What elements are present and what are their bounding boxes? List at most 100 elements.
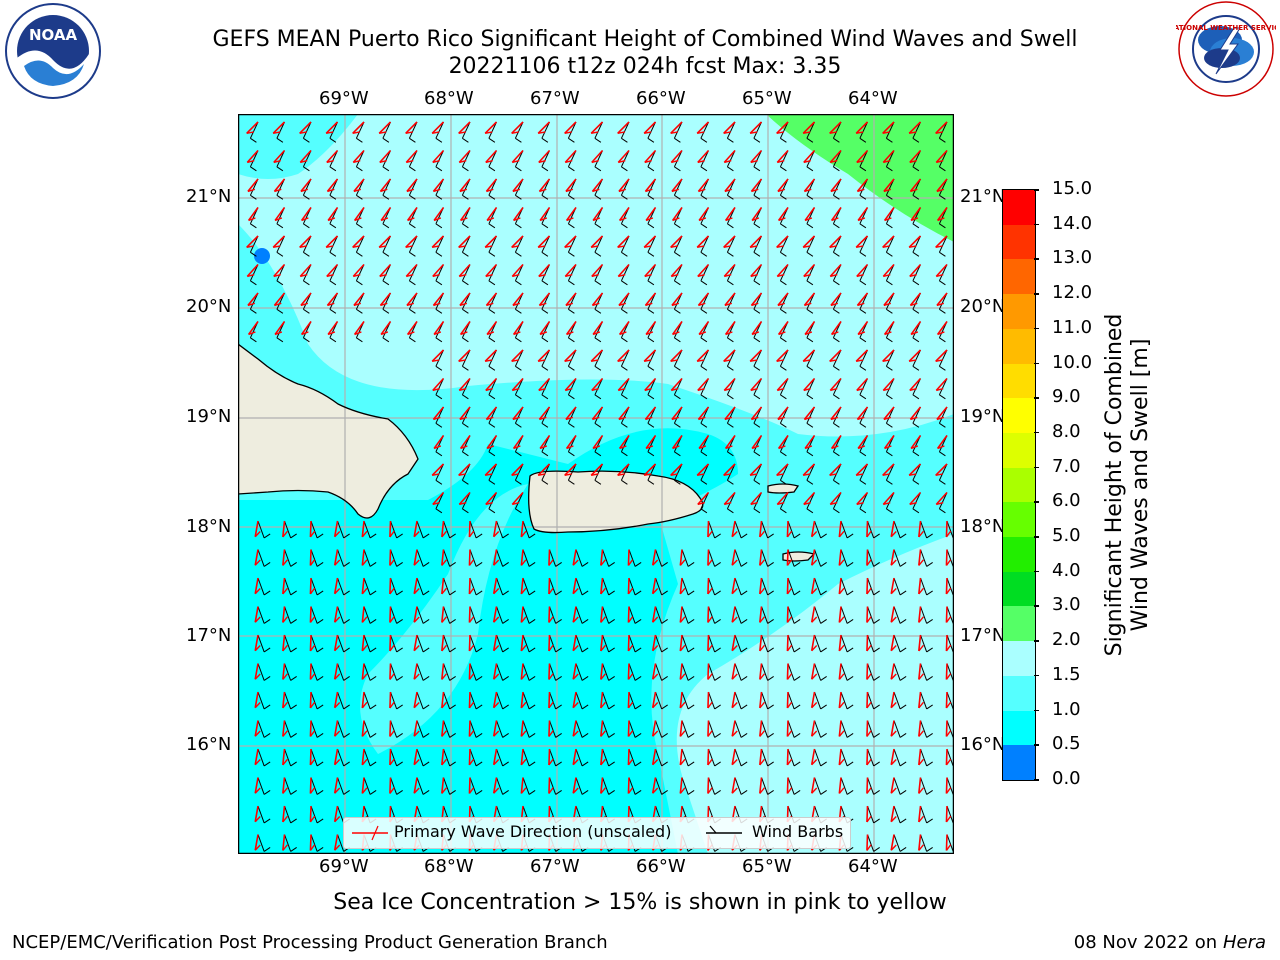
vector-marker — [458, 121, 471, 143]
vector-marker — [254, 777, 271, 795]
lon-tick-bottom: 64°W — [848, 856, 898, 877]
vector-marker — [309, 520, 324, 539]
vector-marker — [492, 777, 509, 795]
vector-marker — [751, 435, 763, 457]
vector-marker — [273, 178, 286, 200]
vector-marker — [459, 292, 471, 314]
vector-marker — [786, 520, 801, 539]
vector-marker — [600, 691, 615, 710]
vector-marker — [617, 349, 630, 371]
vector-marker — [389, 606, 403, 624]
vector-marker — [485, 292, 498, 314]
vector-marker — [600, 777, 615, 795]
lat-tick-left: 19°N — [186, 406, 232, 427]
vector-marker — [804, 321, 816, 343]
vector-marker — [389, 634, 403, 653]
vector-marker — [309, 805, 324, 824]
vector-marker — [866, 520, 880, 539]
colorbar-swatch — [1003, 467, 1035, 503]
vector-marker — [890, 720, 907, 738]
vector-marker — [935, 377, 948, 400]
vector-marker — [777, 435, 789, 457]
vector-marker — [254, 549, 271, 567]
vector-marker — [786, 606, 801, 624]
vector-marker — [883, 435, 895, 457]
colorbar-swatch — [1003, 398, 1035, 433]
vector-marker — [468, 748, 483, 767]
vector-marker — [671, 207, 683, 229]
vector-marker — [866, 834, 880, 852]
vector-marker — [810, 606, 827, 624]
vector-marker — [361, 634, 377, 653]
vector-marker — [909, 406, 922, 428]
vector-marker — [405, 121, 418, 143]
lat-tick-right: 19°N — [960, 406, 1006, 427]
vector-marker — [539, 207, 551, 229]
vector-field — [246, 121, 954, 852]
vector-marker — [679, 663, 695, 681]
vector-marker — [776, 463, 789, 485]
lon-tick-bottom: 66°W — [636, 856, 686, 877]
vector-marker — [644, 263, 657, 286]
vector-marker — [731, 634, 748, 653]
vector-marker — [511, 377, 524, 400]
vector-marker — [282, 805, 297, 824]
vector-marker — [651, 748, 668, 767]
map-frame — [238, 114, 954, 854]
vector-marker — [538, 406, 551, 428]
noaa-logo: NOAA — [5, 3, 101, 99]
vector-marker — [724, 406, 736, 428]
vector-marker — [698, 207, 710, 229]
vector-marker — [309, 691, 324, 710]
vector-marker — [776, 121, 789, 143]
vector-marker — [750, 263, 763, 286]
vector-marker — [520, 748, 536, 767]
vector-marker — [759, 520, 774, 539]
colorbar-tick — [1034, 570, 1039, 573]
vector-marker — [617, 377, 630, 400]
vector-marker — [246, 121, 259, 143]
vector-marker — [413, 634, 430, 653]
vector-marker — [908, 235, 922, 257]
vector-marker — [671, 435, 683, 457]
vector-marker — [777, 406, 789, 428]
colorbar-label: 3.0 — [1052, 594, 1081, 616]
vector-marker — [273, 263, 286, 286]
vector-marker — [890, 834, 907, 852]
vector-marker — [361, 663, 377, 681]
vector-marker — [750, 377, 763, 400]
vector-marker — [600, 577, 615, 596]
vector-marker — [572, 691, 589, 710]
vector-marker — [627, 663, 642, 681]
vector-marker — [352, 149, 365, 172]
vector-marker — [254, 663, 271, 681]
vector-marker — [309, 577, 324, 596]
vector-marker — [890, 805, 907, 824]
colorbar-label: 11.0 — [1052, 316, 1093, 338]
vector-marker — [352, 121, 365, 143]
vector-marker — [512, 178, 524, 200]
vector-marker — [909, 377, 922, 400]
vector-marker — [810, 634, 827, 653]
colorbar-tick — [1034, 189, 1039, 191]
vector-marker — [857, 435, 869, 457]
lon-tick-bottom: 67°W — [530, 856, 580, 877]
vector-marker — [670, 235, 683, 257]
vector-marker — [627, 634, 642, 653]
vector-marker — [591, 292, 604, 314]
vector-marker — [810, 577, 827, 596]
vector-marker — [697, 292, 710, 314]
vector-marker — [389, 691, 403, 710]
vector-marker — [697, 149, 710, 172]
vector-marker — [749, 121, 763, 143]
vector-marker — [413, 663, 430, 681]
vector-marker — [945, 549, 954, 567]
vector-marker — [520, 606, 536, 624]
vector-marker — [572, 549, 589, 567]
vector-marker — [866, 549, 880, 567]
colorbar-label: 5.0 — [1052, 525, 1081, 547]
vector-marker — [537, 349, 551, 371]
vector-marker — [537, 235, 551, 257]
vector-marker — [282, 549, 297, 567]
vector-marker — [565, 178, 577, 200]
